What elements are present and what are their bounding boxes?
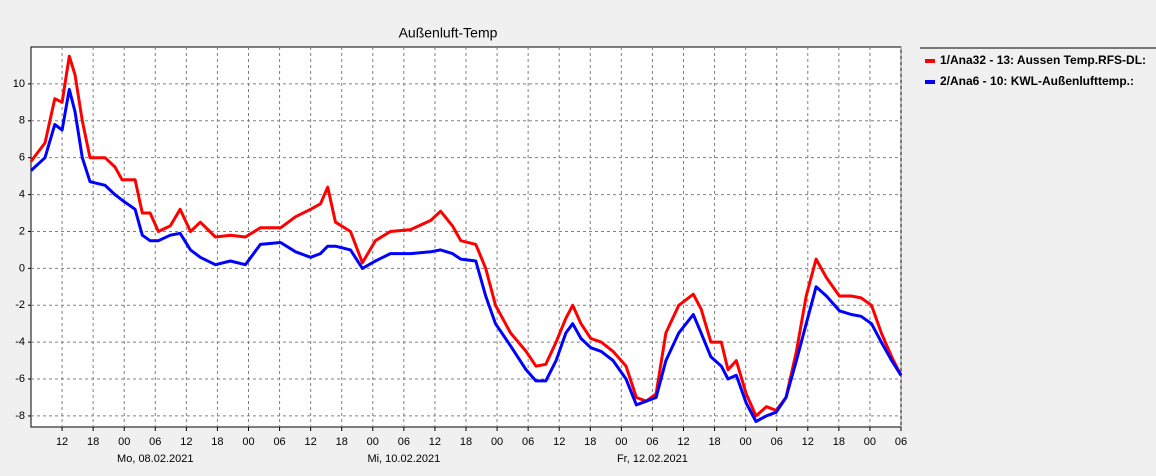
y-tick-label: 0 xyxy=(19,262,25,274)
x-date-label: Mi, 10.02.2021 xyxy=(367,453,440,465)
chart-title: Außenluft-Temp xyxy=(399,25,498,41)
plot-area xyxy=(30,46,902,428)
y-tick-label: -6 xyxy=(15,373,25,385)
y-tick-label: 4 xyxy=(19,188,25,200)
legend-label: 2/Ana6 - 10: KWL-Außenlufttemp.: xyxy=(940,74,1134,88)
x-date-label: Fr, 12.02.2021 xyxy=(617,453,688,465)
x-date-label: Mo, 08.02.2021 xyxy=(117,453,193,465)
x-tick-label: 18 xyxy=(87,436,99,448)
x-tick-label: 12 xyxy=(429,436,441,448)
x-tick-label: 00 xyxy=(118,436,130,448)
series-line xyxy=(29,87,903,423)
x-tick-label: 18 xyxy=(211,436,223,448)
x-tick-label: 06 xyxy=(273,436,285,448)
x-tick-label: 06 xyxy=(398,436,410,448)
x-tick-label: 00 xyxy=(367,436,379,448)
series-line xyxy=(29,54,903,418)
x-tick-label: 06 xyxy=(771,436,783,448)
x-tick-label: 18 xyxy=(833,436,845,448)
x-tick-label: 12 xyxy=(56,436,68,448)
x-tick-label: 18 xyxy=(708,436,720,448)
x-tick-label: 12 xyxy=(553,436,565,448)
x-tick-label: 12 xyxy=(677,436,689,448)
y-tick-label: 2 xyxy=(19,225,25,237)
x-tick-label: 00 xyxy=(242,436,254,448)
x-tick-label: 06 xyxy=(149,436,161,448)
legend-label: 1/Ana32 - 13: Aussen Temp.RFS-DL: xyxy=(940,53,1146,67)
y-tick-label: 6 xyxy=(19,152,25,164)
x-tick-label: 18 xyxy=(584,436,596,448)
y-tick-label: 10 xyxy=(13,78,25,90)
x-tick-label: 18 xyxy=(460,436,472,448)
x-tick-label: 18 xyxy=(336,436,348,448)
y-tick-label: -4 xyxy=(15,336,25,348)
x-tick-label: 06 xyxy=(522,436,534,448)
x-tick-label: 00 xyxy=(740,436,752,448)
x-tick-label: 12 xyxy=(180,436,192,448)
x-tick-label: 00 xyxy=(864,436,876,448)
x-tick-label: 00 xyxy=(491,436,503,448)
x-tick-label: 06 xyxy=(646,436,658,448)
x-tick-label: 06 xyxy=(895,436,907,448)
y-tick-label: -8 xyxy=(15,410,25,422)
x-tick-label: 12 xyxy=(305,436,317,448)
y-tick-label: -2 xyxy=(15,299,25,311)
x-tick-label: 00 xyxy=(615,436,627,448)
y-tick-label: 8 xyxy=(19,115,25,127)
x-tick-label: 12 xyxy=(802,436,814,448)
